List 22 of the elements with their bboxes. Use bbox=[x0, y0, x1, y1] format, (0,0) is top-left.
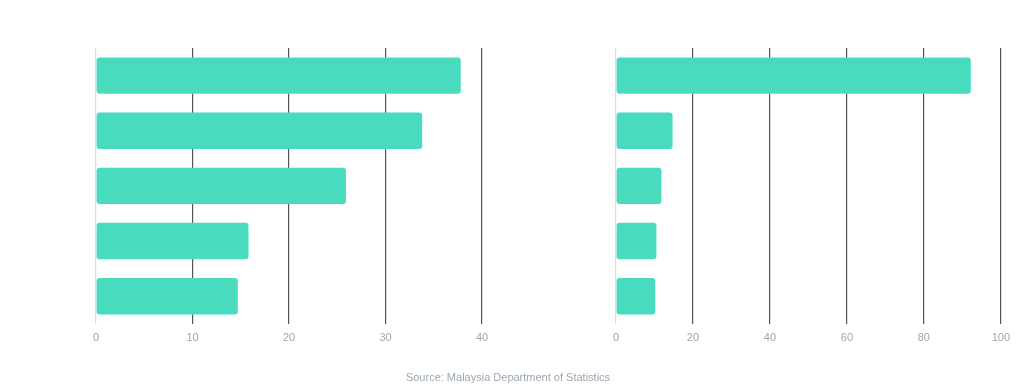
bar bbox=[616, 112, 673, 149]
source-note: Source: Malaysia Department of Statistics bbox=[404, 371, 612, 383]
bar bbox=[616, 222, 657, 260]
x-tick-label: 80 bbox=[917, 331, 930, 344]
x-tick-label: 60 bbox=[840, 331, 854, 344]
bar bbox=[616, 278, 656, 315]
bar bbox=[96, 222, 249, 260]
bar bbox=[616, 57, 971, 94]
bar bbox=[96, 167, 346, 205]
x-tick-label: 40 bbox=[763, 331, 777, 344]
x-tick-label: 20 bbox=[686, 331, 700, 344]
x-tick-label: 20 bbox=[282, 331, 296, 344]
x-tick-label: 40 bbox=[475, 331, 489, 344]
bar bbox=[96, 57, 461, 94]
bar bbox=[616, 167, 662, 205]
x-tick-label: 100 bbox=[991, 331, 1010, 344]
x-tick-label: 10 bbox=[186, 331, 199, 344]
x-tick-label: 30 bbox=[379, 331, 392, 344]
bar bbox=[96, 112, 423, 149]
x-tick-label: 0 bbox=[612, 331, 620, 344]
x-tick-label: 0 bbox=[92, 331, 100, 344]
bar bbox=[96, 278, 238, 315]
